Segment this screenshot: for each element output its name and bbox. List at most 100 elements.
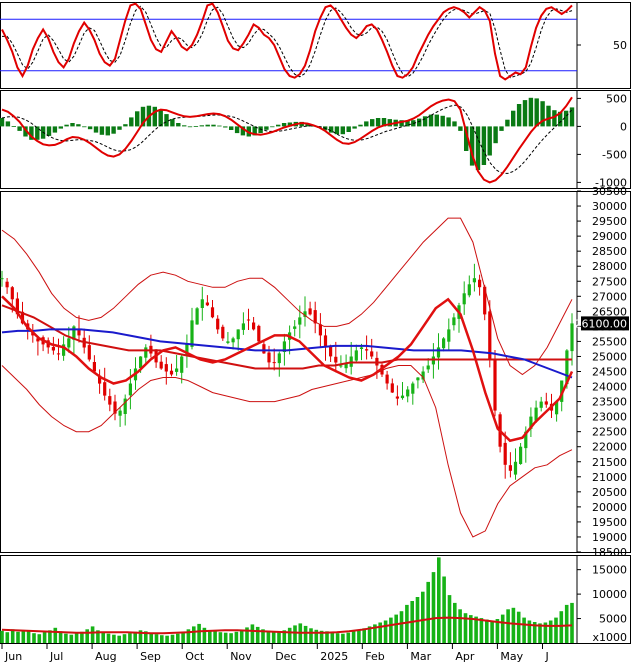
month-tick-label: Aug [95, 650, 116, 663]
volume-bar [21, 630, 26, 643]
volume-bar [500, 614, 505, 643]
candle-body [447, 329, 451, 342]
month-tick-label: Mar [410, 650, 431, 663]
candle-body [252, 322, 256, 330]
candle-body [503, 442, 507, 465]
price-tick-label: 18500 [592, 546, 627, 559]
macd-histogram-bar [111, 126, 116, 134]
volume-bar [437, 557, 441, 643]
volume-bar [287, 627, 292, 643]
candle-body [195, 308, 199, 325]
candle-body [436, 347, 441, 358]
month-tick-label: Feb [365, 650, 384, 663]
candle-body [323, 335, 328, 348]
macd-histogram-bar [511, 110, 516, 127]
volume-bar [96, 630, 100, 643]
volume-bar [495, 619, 500, 643]
candle-body [442, 338, 446, 349]
macd-histogram-bar [17, 126, 22, 131]
volume-bar [309, 628, 313, 643]
candle-body [555, 401, 559, 415]
volume-bar [282, 630, 287, 643]
volume-bar [554, 617, 558, 643]
macd-histogram-bar [176, 123, 181, 127]
macd-histogram-bar [123, 124, 128, 127]
candle-body [108, 396, 112, 405]
candle-body [329, 345, 333, 357]
macd-histogram-bar [46, 126, 52, 136]
volume-bar [362, 628, 366, 643]
macd-histogram-bar [199, 125, 204, 127]
candle-body [318, 324, 322, 336]
price-tick-label: 25000 [592, 350, 627, 363]
macd-histogram-bar [234, 126, 240, 134]
volume-bar [176, 633, 180, 643]
macd-histogram-bar [340, 126, 345, 135]
volume-bar [421, 591, 425, 643]
macd-histogram-bar [270, 126, 275, 128]
stochastic-panel: 50 [0, 2, 627, 81]
candle-body [462, 293, 466, 305]
candle-body [544, 401, 548, 405]
price-tick-label: 20000 [592, 501, 627, 514]
candle-body [267, 352, 271, 363]
price-tick-label: 27000 [592, 290, 627, 303]
candle-body [390, 383, 394, 393]
volume-bar [154, 634, 159, 643]
candle-body [164, 364, 168, 372]
macd-histogram-bar [464, 126, 469, 151]
candle-body [272, 362, 276, 364]
volume-bar [245, 627, 249, 643]
candle-body [257, 325, 261, 342]
macd-tick-label: -500 [602, 148, 627, 161]
volume-bar [218, 632, 223, 643]
macd-histogram-bar [552, 110, 557, 127]
volume-unit-label: x1000 [592, 631, 627, 644]
macd-histogram-bar [5, 121, 11, 127]
price-tick-label: 24000 [592, 381, 627, 394]
macd-histogram-bar [346, 126, 351, 132]
candle-body [103, 382, 107, 396]
price-tick-label: 20500 [592, 486, 627, 499]
candle-body [416, 377, 420, 381]
volume-bar [149, 632, 153, 643]
macd-histogram-bar [135, 111, 140, 127]
macd-histogram-bar [70, 123, 75, 127]
volume-bar [181, 631, 185, 643]
volume-bar [69, 634, 74, 643]
macd-histogram-bar [387, 119, 392, 127]
candle-body [406, 389, 410, 397]
macd-histogram-bar [452, 121, 457, 127]
volume-bar [351, 631, 356, 643]
macd-histogram-bar [23, 126, 28, 137]
stoch-d-line [2, 5, 573, 79]
candle-body [31, 332, 35, 336]
macd-histogram-bar [117, 126, 122, 130]
ma-long-red-line [1, 304, 572, 370]
volume-bar [239, 629, 244, 643]
stoch-k-line [1, 2, 573, 81]
volume-bar [474, 616, 478, 643]
volume-bar [506, 609, 510, 643]
macd-histogram-bar [434, 114, 439, 127]
candle-body [282, 341, 286, 352]
macd-histogram-bar [193, 126, 199, 127]
macd-histogram-bar [281, 123, 287, 127]
month-tick-label: Nov [230, 650, 252, 663]
candle-body [5, 281, 9, 288]
volume-tick-label: 10000 [592, 588, 627, 601]
volume-bar [80, 631, 84, 643]
volume-bar [223, 632, 228, 643]
macd-histogram-bar [440, 115, 445, 127]
macd-histogram-bar [252, 126, 257, 136]
candle-body [334, 356, 338, 363]
volume-bar [160, 635, 164, 643]
volume-bar [266, 630, 271, 643]
volume-bar [37, 634, 42, 643]
candle-body [169, 370, 174, 375]
candle-body [175, 368, 179, 372]
volume-bar [192, 626, 196, 643]
macd-histogram-bar [223, 126, 228, 128]
macd-histogram-bar [405, 120, 410, 127]
candle-body [488, 311, 492, 360]
